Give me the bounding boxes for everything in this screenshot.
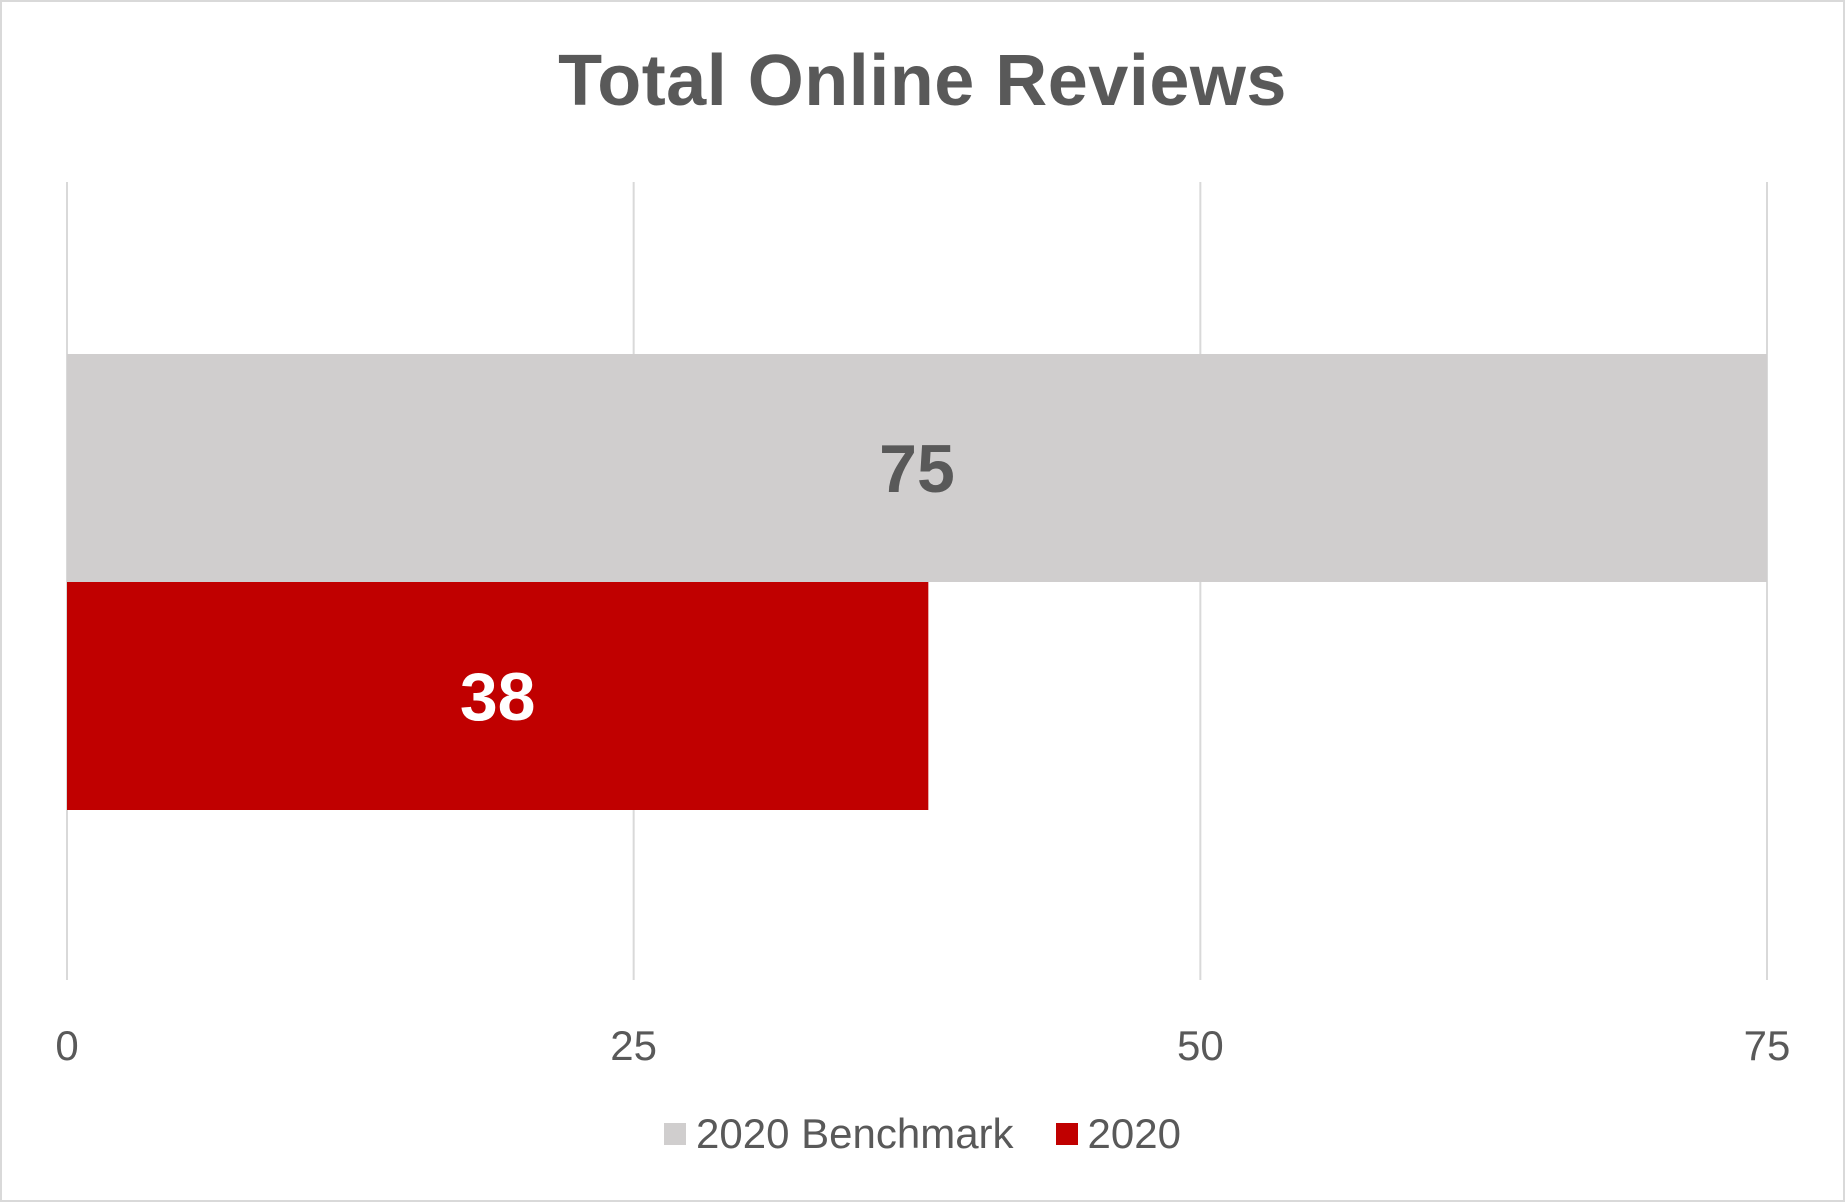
bar-2020 <box>67 582 929 810</box>
x-tick-label-75: 75 <box>1744 1022 1791 1069</box>
legend-label-2020: 2020 <box>1087 1110 1181 1157</box>
x-tick-label-25: 25 <box>610 1022 657 1069</box>
data-label-2020: 38 <box>460 659 536 735</box>
legend-label-benchmark: 2020 Benchmark <box>696 1110 1014 1157</box>
legend-item-benchmark: 2020 Benchmark <box>664 1110 1014 1158</box>
legend-item-2020: 2020 <box>1055 1110 1181 1158</box>
legend-swatch-benchmark <box>664 1123 687 1145</box>
chart-title: Total Online Reviews <box>558 41 1287 121</box>
data-label-2020-benchmark: 75 <box>879 431 955 507</box>
x-tick-label-50: 50 <box>1177 1022 1224 1069</box>
x-tick-label-0: 0 <box>55 1022 78 1069</box>
legend: 2020 Benchmark 2020 <box>2 1110 1843 1158</box>
bar-2020-benchmark <box>67 354 1767 582</box>
legend-swatch-2020 <box>1055 1123 1078 1145</box>
